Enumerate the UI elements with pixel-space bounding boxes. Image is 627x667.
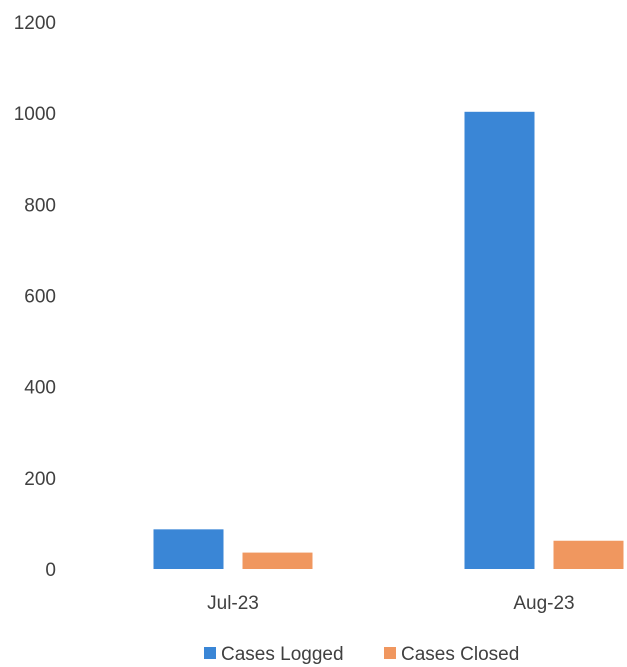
y-tick-label: 200	[24, 469, 56, 490]
plot-area	[153, 111, 624, 569]
bar-cases-logged-aug-23	[464, 111, 535, 569]
y-axis: 0 200 400 600 800 1000 1200	[14, 13, 56, 581]
bar-cases-closed-jul-23	[242, 552, 313, 569]
y-tick-label: 1200	[14, 13, 56, 34]
legend-swatch	[204, 647, 216, 659]
x-axis: Jul-23 Aug-23	[207, 593, 575, 614]
x-tick-label: Aug-23	[513, 593, 574, 614]
bar-cases-logged-jul-23	[153, 529, 224, 569]
x-tick-label: Jul-23	[207, 593, 259, 614]
legend-swatch	[384, 647, 396, 659]
y-tick-label: 1000	[14, 104, 56, 125]
y-tick-label: 800	[24, 195, 56, 216]
legend-label: Cases Logged	[221, 644, 344, 665]
bar-cases-closed-aug-23	[553, 540, 624, 569]
legend-label: Cases Closed	[401, 644, 519, 665]
legend-item-cases-logged[interactable]: Cases Logged	[204, 644, 344, 665]
y-tick-label: 600	[24, 287, 56, 308]
y-tick-label: 0	[45, 560, 56, 581]
legend-item-cases-closed[interactable]: Cases Closed	[384, 644, 519, 665]
y-tick-label: 400	[24, 378, 56, 399]
legend: Cases Logged Cases Closed	[204, 644, 519, 665]
